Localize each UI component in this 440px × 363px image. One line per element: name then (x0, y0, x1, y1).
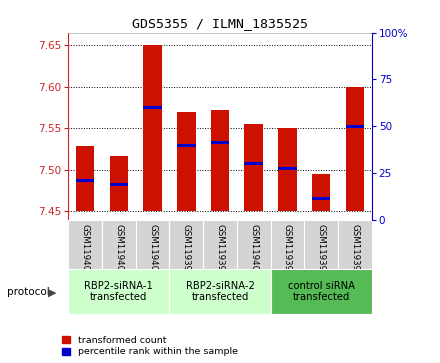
Text: GSM1193996: GSM1193996 (182, 224, 191, 281)
Bar (136, 220, 169, 269)
Bar (312, 174, 330, 211)
Bar (304, 220, 338, 269)
Text: GSM1193998: GSM1193998 (216, 224, 224, 281)
Text: control siRNA
transfected: control siRNA transfected (288, 281, 355, 302)
Bar (143, 106, 162, 109)
Text: ▶: ▶ (48, 287, 56, 297)
Bar (346, 87, 364, 211)
Bar (68, 269, 169, 314)
Text: GSM1193995: GSM1193995 (283, 224, 292, 281)
Text: GSM1193999: GSM1193999 (350, 224, 359, 281)
Bar (203, 220, 237, 269)
Bar (211, 110, 229, 211)
Bar (169, 220, 203, 269)
Bar (143, 45, 162, 211)
Legend: transformed count, percentile rank within the sample: transformed count, percentile rank withi… (62, 336, 238, 356)
Bar (110, 183, 128, 186)
Text: RBP2-siRNA-2
transfected: RBP2-siRNA-2 transfected (186, 281, 254, 302)
Bar (237, 220, 271, 269)
Bar (76, 179, 94, 182)
Bar (68, 220, 102, 269)
Bar (245, 124, 263, 211)
Bar (245, 162, 263, 164)
Bar (211, 141, 229, 144)
Title: GDS5355 / ILMN_1835525: GDS5355 / ILMN_1835525 (132, 17, 308, 30)
Text: GSM1194002: GSM1194002 (114, 224, 123, 282)
Bar (278, 167, 297, 170)
Bar (169, 269, 271, 314)
Bar (76, 147, 94, 211)
Bar (271, 220, 304, 269)
Text: GSM1194000: GSM1194000 (249, 224, 258, 282)
Bar (312, 197, 330, 200)
Text: GSM1193997: GSM1193997 (317, 224, 326, 281)
Text: GSM1194003: GSM1194003 (148, 224, 157, 282)
Bar (102, 220, 136, 269)
Bar (338, 220, 372, 269)
Bar (177, 144, 195, 147)
Text: GSM1194001: GSM1194001 (81, 224, 90, 282)
Bar (346, 125, 364, 128)
Bar (177, 111, 195, 211)
Bar (271, 269, 372, 314)
Bar (110, 156, 128, 211)
Bar (278, 128, 297, 211)
Text: RBP2-siRNA-1
transfected: RBP2-siRNA-1 transfected (84, 281, 153, 302)
Text: protocol: protocol (7, 287, 49, 297)
